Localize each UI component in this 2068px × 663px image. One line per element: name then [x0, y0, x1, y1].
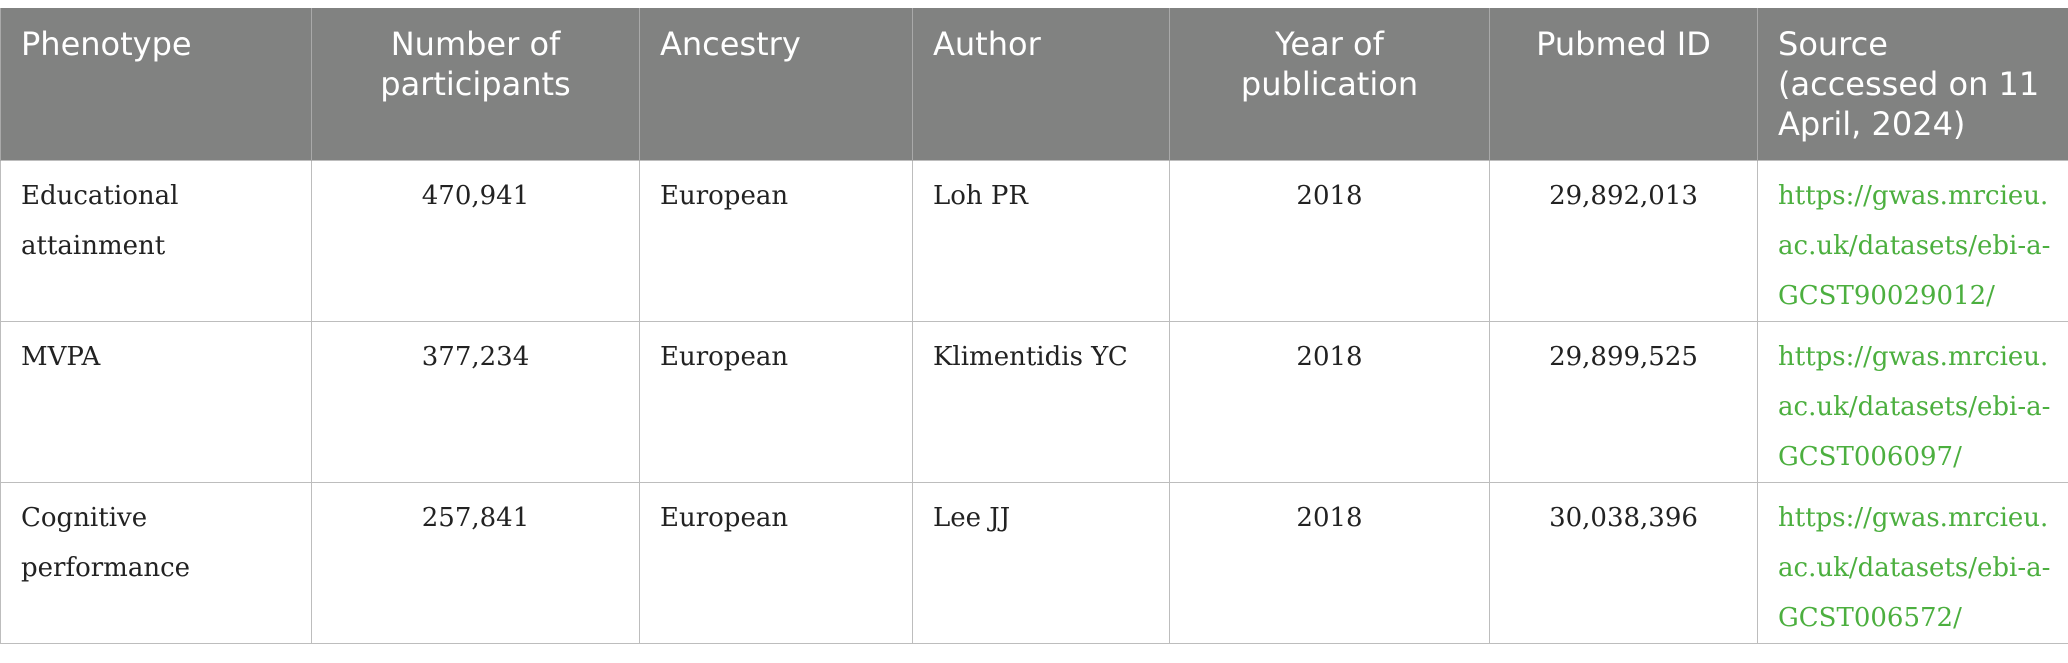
source-link[interactable]: https://gwas.mrcieu.ac.uk/datasets/ebi-a…	[1778, 502, 2051, 633]
cell-author: Klimentidis YC	[912, 320, 1170, 483]
cell-ancestry: European	[639, 481, 913, 644]
cell-year: 2018	[1169, 481, 1490, 644]
header-source: Source (accessed on 11 April, 2024)	[1757, 8, 2068, 160]
table-row: MVPA 377,234 European Klimentidis YC 201…	[0, 320, 2068, 483]
cell-year: 2018	[1169, 320, 1490, 483]
cell-participants: 257,841	[311, 481, 640, 644]
cell-phenotype: MVPA	[0, 320, 312, 483]
header-row: Phenotype Number of participants Ancestr…	[0, 8, 2068, 160]
cell-source: https://gwas.mrcieu.ac.uk/datasets/ebi-a…	[1757, 320, 2068, 483]
cell-source: https://gwas.mrcieu.ac.uk/datasets/ebi-a…	[1757, 159, 2068, 322]
table-row: Educational attainment 470,941 European …	[0, 159, 2068, 322]
source-link[interactable]: https://gwas.mrcieu.ac.uk/datasets/ebi-a…	[1778, 180, 2051, 311]
cell-author: Lee JJ	[912, 481, 1170, 644]
cell-author: Loh PR	[912, 159, 1170, 322]
cell-ancestry: European	[639, 320, 913, 483]
gwas-datasets-table: Phenotype Number of participants Ancestr…	[0, 8, 2068, 644]
cell-pubmed-id: 29,899,525	[1489, 320, 1758, 483]
table-row: Cognitive performance 257,841 European L…	[0, 481, 2068, 644]
cell-phenotype: Educational attainment	[0, 159, 312, 322]
header-phenotype: Phenotype	[0, 8, 312, 160]
table-header: Phenotype Number of participants Ancestr…	[0, 8, 2068, 160]
table-body: Educational attainment 470,941 European …	[0, 159, 2068, 644]
cell-year: 2018	[1169, 159, 1490, 322]
source-link[interactable]: https://gwas.mrcieu.ac.uk/datasets/ebi-a…	[1778, 341, 2051, 472]
header-pubmed-id: Pubmed ID	[1489, 8, 1758, 160]
data-table-container: Phenotype Number of participants Ancestr…	[0, 8, 2068, 644]
cell-source: https://gwas.mrcieu.ac.uk/datasets/ebi-a…	[1757, 481, 2068, 644]
header-number-of-participants: Number of participants	[311, 8, 640, 160]
header-author: Author	[912, 8, 1170, 160]
cell-participants: 377,234	[311, 320, 640, 483]
cell-pubmed-id: 30,038,396	[1489, 481, 1758, 644]
cell-phenotype: Cognitive performance	[0, 481, 312, 644]
cell-pubmed-id: 29,892,013	[1489, 159, 1758, 322]
cell-participants: 470,941	[311, 159, 640, 322]
cell-ancestry: European	[639, 159, 913, 322]
header-year-of-publication: Year of publication	[1169, 8, 1490, 160]
header-ancestry: Ancestry	[639, 8, 913, 160]
